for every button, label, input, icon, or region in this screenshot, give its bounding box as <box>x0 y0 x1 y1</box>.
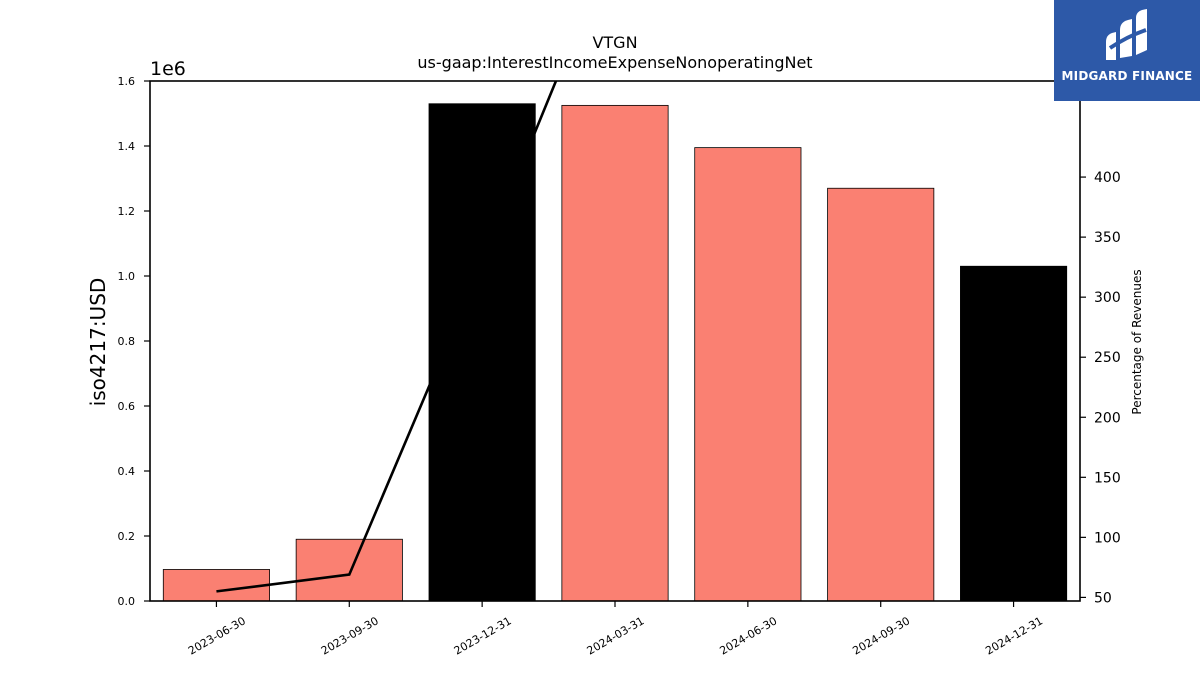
x-tick-label: 2023-06-30 <box>186 614 248 657</box>
brand-logo: MIDGARD FINANCE <box>1054 0 1200 101</box>
x-tick-label: 2023-12-31 <box>452 614 514 657</box>
y-tick-label: 1.4 <box>118 140 136 153</box>
bar-2023-09-30 <box>295 538 403 602</box>
y2-tick-label: 350 <box>1094 230 1121 246</box>
y2-tick-label: 50 <box>1094 590 1112 606</box>
y-tick-label: 1.2 <box>118 205 136 218</box>
y-tick-label: 0.2 <box>118 530 136 543</box>
x-tick-label: 2024-09-30 <box>850 614 912 657</box>
chart-title: VTGN <box>592 33 637 52</box>
y-tick-label: 0.8 <box>118 335 136 348</box>
logo-text: MIDGARD FINANCE <box>1061 69 1193 83</box>
y-axis-label: iso4217:USD <box>86 278 110 407</box>
y-tick-label: 1.0 <box>118 270 136 283</box>
y2-tick-label: 400 <box>1094 170 1121 186</box>
y2-tick-label: 150 <box>1094 470 1121 486</box>
x-tick-label: 2024-03-31 <box>585 614 647 657</box>
bar-2024-12-31 <box>960 265 1068 602</box>
y2-axis-label: Percentage of Revenues <box>1130 269 1144 414</box>
y2-tick-label: 100 <box>1094 530 1121 546</box>
y-tick-label: 0.6 <box>118 400 136 413</box>
bar-2023-12-31 <box>428 103 536 602</box>
y-tick-label: 0.4 <box>118 465 136 478</box>
x-tick-label: 2023-09-30 <box>319 614 381 657</box>
y-tick-label: 0.0 <box>118 595 136 608</box>
bar-2024-09-30 <box>827 187 935 602</box>
y2-tick-label: 300 <box>1094 290 1121 306</box>
y2-tick-label: 250 <box>1094 350 1121 366</box>
logo-mark-icon <box>1106 9 1147 60</box>
y-tick-label: 1.6 <box>118 75 136 88</box>
y-offset-label: 1e6 <box>150 58 186 80</box>
bar-2024-06-30 <box>694 147 802 602</box>
bar-2024-03-31 <box>561 104 669 602</box>
chart-subtitle: us-gaap:InterestIncomeExpenseNonoperatin… <box>417 53 812 72</box>
bar-2023-06-30 <box>162 569 270 602</box>
percentage-line <box>216 81 1014 593</box>
x-tick-label: 2024-06-30 <box>717 614 779 657</box>
y2-tick-label: 200 <box>1094 410 1121 426</box>
x-tick-label: 2024-12-31 <box>983 614 1045 657</box>
